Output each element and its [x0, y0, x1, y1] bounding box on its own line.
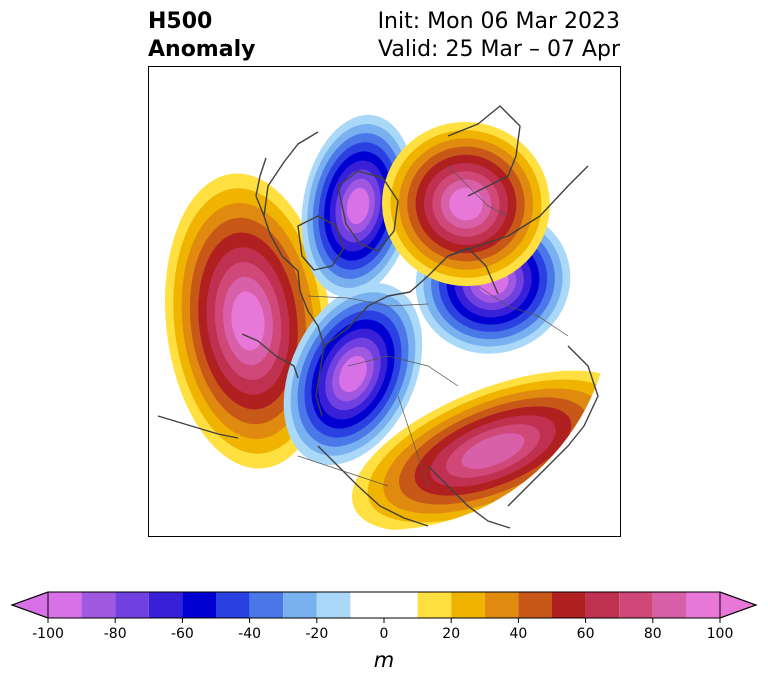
title-field: Anomaly [148, 37, 256, 62]
colorbar-tick-label: 0 [380, 626, 389, 642]
colorbar-bin [518, 592, 552, 618]
colorbar-bin [686, 592, 720, 618]
colorbar-tick-label: 40 [509, 626, 527, 642]
colorbar-bin [148, 592, 183, 618]
colorbar-bin [316, 592, 351, 618]
colorbar-bin [552, 592, 586, 618]
colorbar-unit: m [373, 648, 395, 672]
political-borders [297, 165, 569, 487]
colorbar-bin [451, 592, 485, 618]
colorbar-bin [350, 592, 418, 618]
contour-band [449, 187, 483, 221]
colorbar-bin [652, 592, 687, 618]
title-right: Init: Mon 06 Mar 2023 Valid: 25 Mar – 07… [378, 8, 620, 64]
colorbar-bin [283, 592, 317, 618]
colorbar-bin [48, 592, 82, 618]
colorbar-tick-label: -80 [104, 626, 127, 642]
colorbar-bin [81, 592, 116, 618]
colorbar-tick-label: -40 [238, 626, 261, 642]
coastlines [157, 105, 599, 529]
colorbar-bin [182, 592, 216, 618]
contour-band [339, 355, 367, 393]
contour-band [231, 291, 265, 351]
contour-band [461, 433, 525, 469]
title-left: H500 Anomaly [148, 8, 255, 64]
colorbar-tick-label: 20 [442, 626, 460, 642]
colorbar-bin [619, 592, 653, 618]
colorbar-bin [115, 592, 149, 618]
colorbar-tick-label: -20 [305, 626, 328, 642]
map-frame [148, 66, 621, 537]
colorbar-tick-label: 60 [577, 626, 595, 642]
ridge-anomaly [382, 121, 550, 287]
ridge-anomaly [351, 370, 612, 530]
trough-anomaly [301, 114, 415, 298]
contour-band [346, 187, 370, 225]
colorbar-overflow-arrow [719, 591, 758, 619]
title-variable: H500 [148, 9, 213, 34]
anomaly-map [148, 66, 621, 537]
colorbar: -100 -80 -60 -40 -20 0 20 40 60 80 100 [10, 591, 758, 642]
colorbar-bin [484, 592, 519, 618]
valid-period: Valid: 25 Mar – 07 Apr [378, 37, 620, 62]
colorbar-bin [249, 592, 284, 618]
colorbar-bin [216, 592, 250, 618]
init-date: Init: Mon 06 Mar 2023 [377, 9, 620, 34]
colorbar-bin [585, 592, 620, 618]
colorbar-tick-label: -60 [171, 626, 194, 642]
anomaly-contours [164, 114, 612, 530]
colorbar-tick-label: 100 [707, 626, 734, 642]
trough-anomaly [283, 283, 423, 465]
colorbar-bin [417, 592, 452, 618]
colorbar-tick-label: 80 [644, 626, 662, 642]
colorbar-underflow-arrow [10, 591, 49, 619]
colorbar-tick-label: -100 [32, 626, 64, 642]
